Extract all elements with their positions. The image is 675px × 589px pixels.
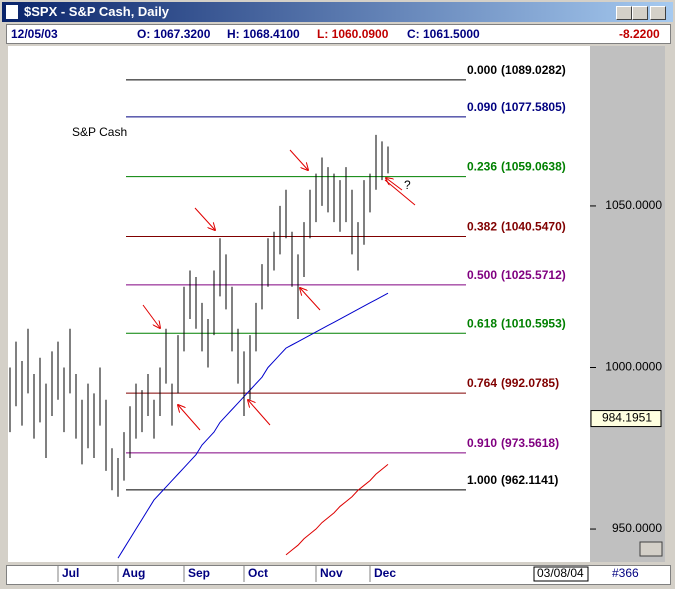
fib-ratio: 1.000 <box>467 473 497 487</box>
minimize-button[interactable] <box>616 6 632 20</box>
fib-label: 0.236 (1059.0638) <box>467 160 566 174</box>
fib-label: 0.910 (973.5618) <box>467 436 559 450</box>
x-tick-label: Jul <box>62 566 79 580</box>
last-value-label: 984.1951 <box>602 411 652 425</box>
x-tick-label: Oct <box>248 566 268 580</box>
fib-ratio: 0.910 <box>467 436 497 450</box>
fib-label: 0.500 (1025.5712) <box>467 268 566 282</box>
fib-ratio: 0.618 <box>467 316 497 330</box>
fib-price: (1077.5805) <box>501 100 566 114</box>
fib-ratio: 0.764 <box>467 376 497 390</box>
y-tick-label: 950.0000 <box>612 521 662 535</box>
fib-label: 0.764 (992.0785) <box>467 376 559 390</box>
moving-average-line <box>117 292 389 559</box>
zoom-button[interactable] <box>639 541 663 557</box>
fib-price: (1059.0638) <box>501 160 566 174</box>
quote-bar: 12/05/03 O: 1067.3200 H: 1068.4100 L: 10… <box>6 24 671 44</box>
time-axis-bar <box>6 565 671 585</box>
plot-area <box>8 46 590 562</box>
close-button[interactable] <box>650 6 666 20</box>
fib-ratio: 0.500 <box>467 268 497 282</box>
fib-label: 1.000 (962.1141) <box>467 473 558 487</box>
annotation-arrows <box>142 149 416 431</box>
fib-price: (1089.0282) <box>501 63 566 77</box>
fib-label: 0.090 (1077.5805) <box>467 100 566 114</box>
fib-price: (992.0785) <box>501 376 559 390</box>
chart-annotation: S&P Cash <box>72 125 127 139</box>
fib-price: (1010.5953) <box>501 316 566 330</box>
quote-low: L: 1060.0900 <box>317 27 389 41</box>
window-title: $SPX - S&P Cash, Daily <box>24 4 169 19</box>
y-tick-label: 1050.0000 <box>605 198 662 212</box>
quote-change: -8.2200 <box>619 27 660 41</box>
fib-price: (1040.5470) <box>501 220 566 234</box>
fib-label: 0.382 (1040.5470) <box>467 220 566 234</box>
y-tick-label: 1000.0000 <box>605 360 662 374</box>
fib-ratio: 0.382 <box>467 220 497 234</box>
date-box <box>533 566 589 582</box>
fib-ratio: 0.236 <box>467 160 497 174</box>
bar-count: #366 <box>612 566 639 580</box>
quote-date: 12/05/03 <box>11 27 58 41</box>
title-bar: $SPX - S&P Cash, Daily <box>2 2 673 22</box>
fib-ratio: 0.000 <box>467 63 497 77</box>
x-tick-label: Aug <box>122 566 145 580</box>
cursor-date: 03/08/04 <box>537 566 584 580</box>
price-axis <box>590 46 665 562</box>
fib-ratio: 0.090 <box>467 100 497 114</box>
quote-high: H: 1068.4100 <box>227 27 300 41</box>
fib-label: 0.618 (1010.5953) <box>467 316 566 330</box>
x-tick-label: Nov <box>320 566 343 580</box>
fib-price: (973.5618) <box>501 436 559 450</box>
fib-price: (1025.5712) <box>501 268 566 282</box>
fib-label: 0.000 (1089.0282) <box>467 63 566 77</box>
quote-open: O: 1067.3200 <box>137 27 211 41</box>
last-value-box <box>590 410 662 428</box>
fib-price: (962.1141) <box>501 473 558 487</box>
x-tick-label: Dec <box>374 566 396 580</box>
quote-close: C: 1061.5000 <box>407 27 480 41</box>
moving-average-line <box>285 464 389 556</box>
question-mark: ? <box>404 178 411 192</box>
x-tick-label: Sep <box>188 566 210 580</box>
maximize-button[interactable] <box>632 6 648 20</box>
app-icon <box>6 5 18 19</box>
